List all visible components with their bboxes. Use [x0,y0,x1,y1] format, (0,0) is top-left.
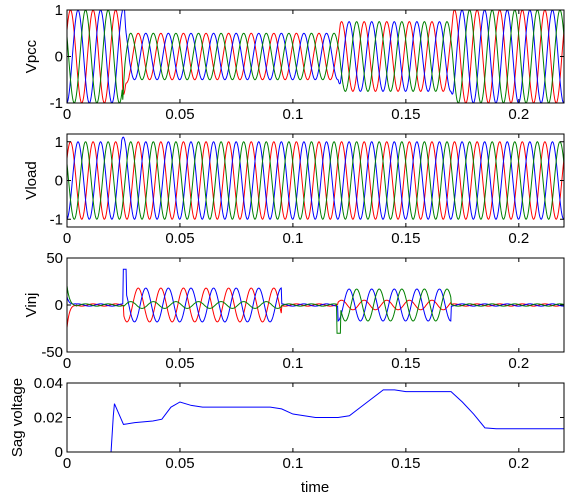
x-tick-label: 0 [63,355,71,372]
series-line-1 [67,141,564,220]
x-tick-label: 0.2 [508,230,529,247]
x-tick-label: 0 [63,230,71,247]
x-tick-label: 0.15 [391,106,420,123]
y-axis-label: Vpcc [23,39,40,73]
y-axis-label: Vinj [23,293,40,318]
x-tick-label: 0.1 [282,230,303,247]
x-tick-label: 0.2 [508,355,529,372]
y-tick-label: -1 [50,211,63,228]
plot-area [67,136,564,220]
x-tick-label: 0.1 [282,106,303,123]
y-tick-label: 1 [55,134,63,151]
x-axis-label: time [301,479,329,496]
y-tick-label: 1 [55,2,63,19]
x-tick-label: 0.1 [282,355,303,372]
y-tick-label: 0.04 [34,375,63,392]
series-line-2 [67,136,564,220]
x-tick-label: 0.2 [508,106,529,123]
x-tick-label: 0 [63,106,71,123]
y-axis-label: Sag voltage [9,378,26,457]
y-axis-label: Vload [23,161,40,199]
x-tick-label: 0.05 [165,230,194,247]
series-line-3 [67,285,564,334]
x-tick-label: 0.2 [508,455,529,472]
x-tick-label: 0 [63,455,71,472]
x-tick-label: 0.05 [165,106,194,123]
x-tick-label: 0.05 [165,455,194,472]
y-tick-label: 0 [55,49,63,66]
y-tick-label: 0.02 [34,410,63,427]
y-tick-label: 50 [46,250,63,267]
x-tick-label: 0.15 [391,355,420,372]
y-tick-label: 0 [55,444,63,461]
series-line-1 [67,389,564,452]
y-tick-label: -1 [50,95,63,112]
subplot-4: 0 0.05 0.1 0.15 0.2 0.04 0.02 0 Sag voltage [9,375,565,472]
y-tick-label: 0 [55,173,63,190]
x-tick-label: 0.15 [391,230,420,247]
series-line-3 [67,141,564,220]
x-tick-label: 0.15 [391,455,420,472]
series-line-1 [67,10,564,103]
x-tick-label: 0.1 [282,455,303,472]
x-tick-label: 0.05 [165,355,194,372]
y-tick-label: -50 [41,344,63,361]
y-tick-label: 0 [55,297,63,314]
series-line-2 [67,268,564,323]
plot-area [67,268,564,334]
series-line-2 [67,10,564,103]
plot-area [67,389,564,452]
